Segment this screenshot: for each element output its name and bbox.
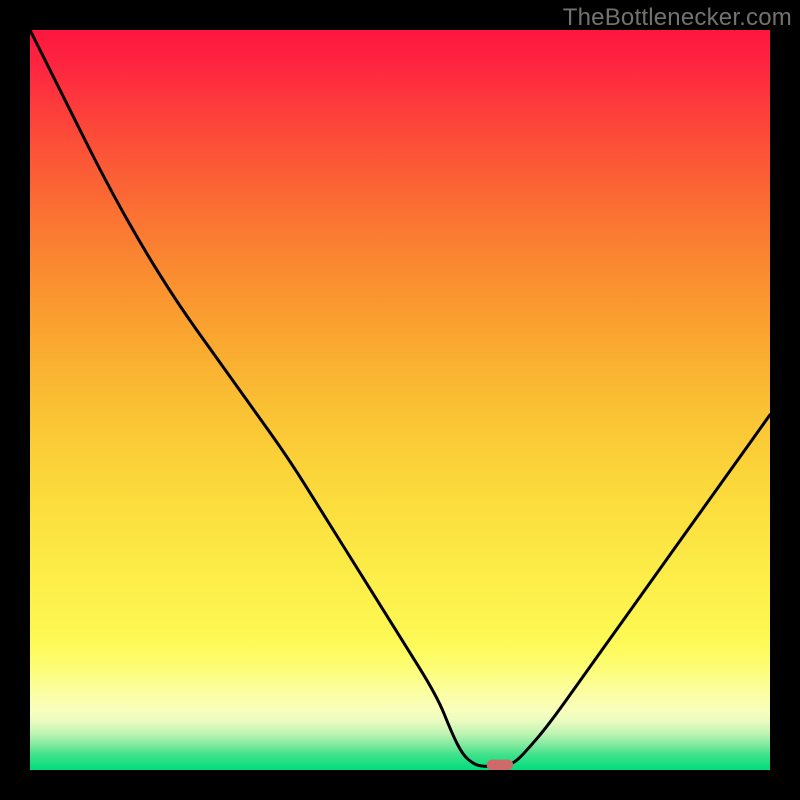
plot-area bbox=[30, 30, 770, 770]
watermark-text: TheBottleneсker.com bbox=[563, 4, 792, 32]
gradient-background bbox=[30, 30, 770, 770]
optimum-marker bbox=[487, 760, 514, 770]
chart-svg bbox=[30, 30, 770, 770]
chart-frame: TheBottleneсker.com bbox=[0, 0, 800, 800]
